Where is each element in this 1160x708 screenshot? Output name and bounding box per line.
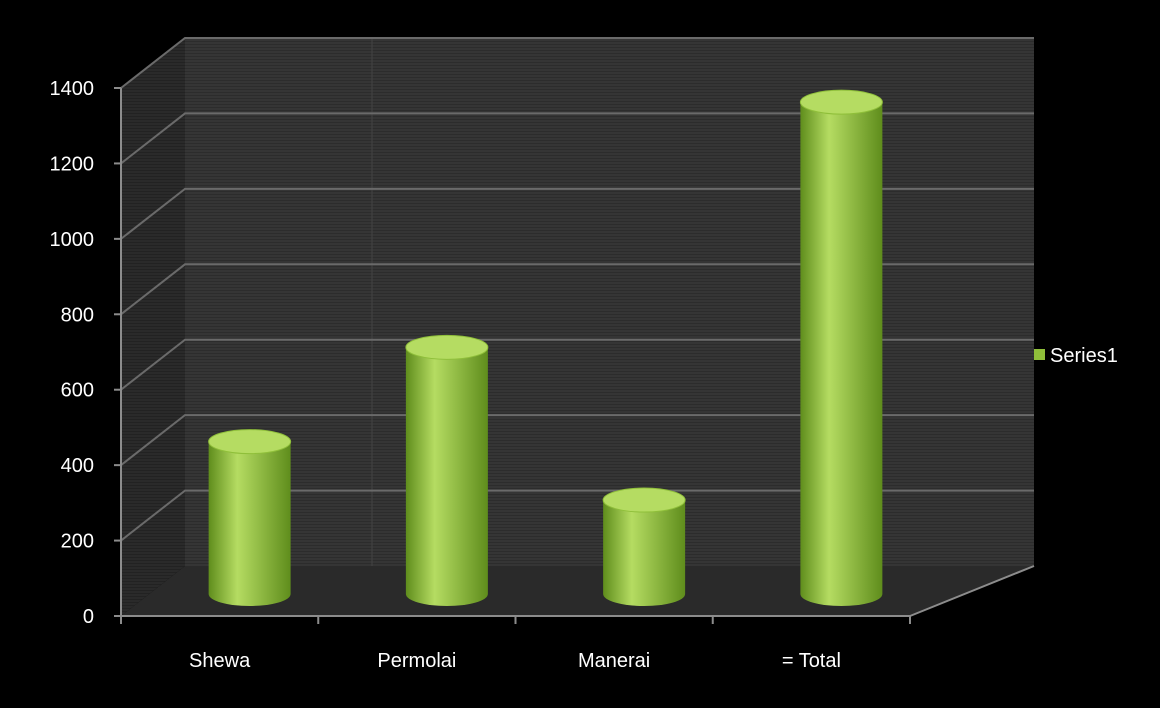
axes	[114, 87, 1035, 624]
y-tick-label: 200	[61, 531, 94, 553]
gridline	[120, 414, 1034, 466]
y-tick-label: 0	[83, 606, 94, 628]
bar-body	[405, 347, 488, 606]
x-tick-label: Shewa	[189, 650, 251, 672]
x-tick-label: = Total	[782, 650, 841, 672]
gridline	[120, 112, 1034, 165]
legend: Series1	[1034, 345, 1118, 367]
y-tick-label: 400	[61, 455, 94, 477]
bar-body	[800, 102, 883, 607]
bars	[208, 89, 883, 607]
gridline	[120, 263, 1034, 316]
y-tick-label: 1200	[50, 153, 95, 175]
bar-shewa	[208, 429, 292, 606]
gridlines	[120, 37, 1034, 542]
gridline	[120, 489, 1034, 542]
bar-manerai	[602, 487, 686, 606]
bar-top	[208, 429, 292, 455]
gridline	[120, 37, 1034, 89]
x-tick-label: Permolai	[377, 650, 456, 672]
side-wall	[121, 38, 185, 616]
plot-area-walls	[121, 38, 1034, 616]
bar-body	[603, 500, 686, 606]
gridline	[120, 338, 1034, 391]
y-tick-label: 1400	[50, 78, 95, 100]
bar-top	[799, 89, 883, 115]
bar-top	[602, 487, 686, 513]
axis-labels: 0 200 400 600 800 1000 1200 1400 Shewa Permolai Ma…	[50, 78, 841, 672]
back-wall	[185, 38, 1034, 566]
legend-swatch	[1034, 349, 1045, 360]
x-tick-label: Manerai	[578, 650, 650, 672]
floor-edge-line	[909, 565, 1035, 617]
bar-permolai	[405, 334, 489, 606]
y-tick-label: 600	[61, 380, 94, 402]
bar--total	[799, 89, 883, 607]
legend-label: Series1	[1050, 345, 1118, 367]
bar-top	[405, 334, 489, 360]
y-tick-label: 800	[61, 304, 94, 326]
y-tick-label: 1000	[50, 229, 95, 251]
gridline	[120, 187, 1034, 240]
bar-body	[208, 441, 291, 606]
